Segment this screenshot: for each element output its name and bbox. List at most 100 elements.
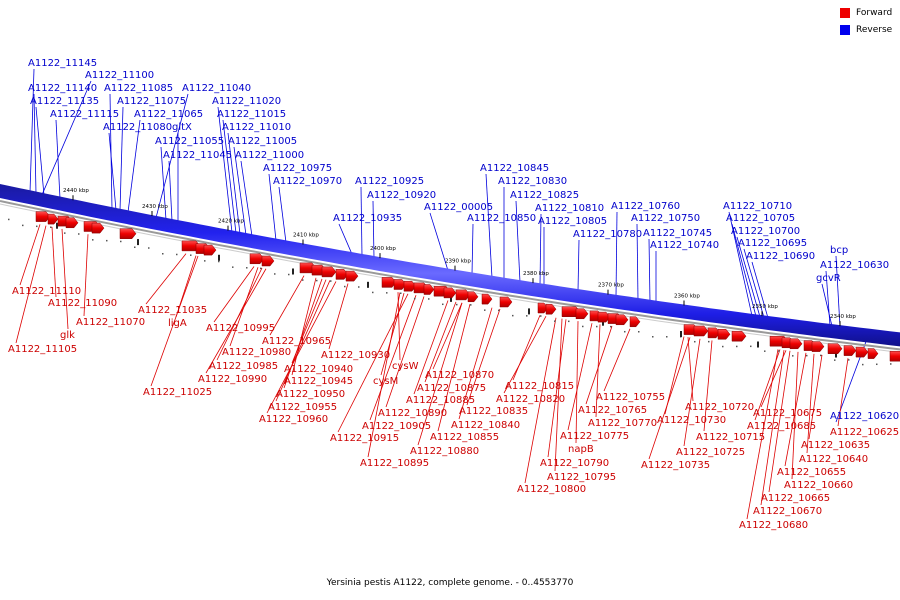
reverse-gene-label[interactable]: A1122_10975 — [263, 163, 332, 174]
forward-gene-feature[interactable] — [499, 296, 513, 308]
reverse-gene-label[interactable]: A1122_10620 — [830, 411, 899, 422]
forward-gene-feature[interactable] — [889, 350, 900, 362]
forward-gene-label[interactable]: A1122_10980 — [222, 347, 291, 358]
forward-gene-feature[interactable] — [575, 308, 589, 320]
forward-gene-label[interactable]: A1122_10730 — [657, 415, 726, 426]
forward-gene-label[interactable]: A1122_11110 — [12, 286, 81, 297]
forward-gene-label[interactable]: A1122_11025 — [143, 387, 212, 398]
forward-gene-label[interactable]: A1122_10770 — [588, 418, 657, 429]
forward-gene-label[interactable]: A1122_10680 — [739, 520, 808, 531]
forward-gene-label[interactable]: napB — [568, 444, 594, 455]
reverse-gene-label[interactable]: A1122_10810 — [535, 203, 604, 214]
reverse-gene-label[interactable]: A1122_11015 — [217, 109, 286, 120]
forward-gene-feature[interactable] — [827, 343, 843, 354]
reverse-gene-label[interactable]: gltX — [172, 122, 192, 133]
reverse-gene-label[interactable]: A1122_11055 — [155, 136, 224, 147]
forward-gene-feature[interactable] — [867, 348, 879, 359]
reverse-gene-label[interactable]: A1122_10750 — [631, 213, 700, 224]
forward-gene-feature[interactable] — [615, 314, 629, 326]
forward-gene-label[interactable]: glk — [60, 330, 75, 341]
forward-gene-feature[interactable] — [481, 293, 493, 305]
forward-gene-feature[interactable] — [731, 330, 747, 342]
reverse-gene-label[interactable]: A1122_11075 — [117, 96, 186, 107]
reverse-gene-label[interactable]: A1122_11000 — [235, 150, 304, 161]
reverse-gene-label[interactable]: A1122_10850 — [467, 213, 536, 224]
reverse-gene-label[interactable]: A1122_10630 — [820, 260, 889, 271]
reverse-gene-label[interactable]: A1122_00005 — [424, 202, 493, 213]
forward-gene-label[interactable]: A1122_11105 — [8, 344, 77, 355]
forward-gene-label[interactable]: A1122_10625 — [830, 427, 899, 438]
forward-gene-label[interactable]: A1122_10765 — [578, 405, 647, 416]
reverse-gene-label[interactable]: A1122_10920 — [367, 190, 436, 201]
reverse-gene-label[interactable]: A1122_10935 — [333, 213, 402, 224]
forward-gene-feature[interactable] — [65, 217, 79, 229]
reverse-gene-label[interactable]: A1122_11140 — [28, 83, 97, 94]
forward-gene-label[interactable]: A1122_10755 — [596, 392, 665, 403]
forward-gene-label[interactable]: A1122_10665 — [761, 493, 830, 504]
forward-gene-label[interactable]: A1122_10990 — [198, 374, 267, 385]
forward-gene-label[interactable]: A1122_10840 — [451, 420, 520, 431]
forward-gene-label[interactable]: cysW — [392, 361, 419, 372]
forward-gene-label[interactable]: A1122_10835 — [459, 406, 528, 417]
reverse-gene-label[interactable]: A1122_10925 — [355, 176, 424, 187]
reverse-gene-label[interactable]: gcvR — [816, 273, 841, 284]
reverse-gene-label[interactable]: A1122_10780 — [573, 229, 642, 240]
forward-gene-feature[interactable] — [119, 228, 137, 239]
forward-gene-feature[interactable] — [443, 287, 457, 299]
forward-gene-feature[interactable] — [467, 291, 479, 303]
forward-gene-label[interactable]: A1122_10960 — [259, 414, 328, 425]
forward-gene-feature[interactable] — [855, 346, 869, 358]
forward-gene-label[interactable]: A1122_10930 — [321, 350, 390, 361]
forward-gene-label[interactable]: A1122_10875 — [417, 383, 486, 394]
forward-gene-feature[interactable] — [843, 345, 857, 356]
forward-gene-feature[interactable] — [345, 270, 359, 282]
forward-gene-feature[interactable] — [91, 222, 105, 234]
forward-gene-label[interactable]: A1122_10815 — [505, 381, 574, 392]
reverse-gene-label[interactable]: A1122_11080 — [103, 122, 172, 133]
reverse-gene-label[interactable]: A1122_10825 — [510, 190, 579, 201]
reverse-gene-label[interactable]: A1122_10705 — [726, 213, 795, 224]
forward-gene-label[interactable]: A1122_11035 — [138, 305, 207, 316]
forward-gene-feature[interactable] — [545, 303, 557, 315]
forward-gene-label[interactable]: A1122_10640 — [799, 454, 868, 465]
forward-gene-label[interactable]: A1122_10945 — [284, 376, 353, 387]
forward-gene-label[interactable]: A1122_10940 — [284, 364, 353, 375]
forward-gene-feature[interactable] — [789, 338, 803, 350]
forward-gene-feature[interactable] — [321, 266, 337, 278]
reverse-gene-label[interactable]: A1122_10845 — [480, 163, 549, 174]
forward-gene-label[interactable]: A1122_10670 — [753, 506, 822, 517]
reverse-gene-label[interactable]: A1122_10710 — [723, 201, 792, 212]
forward-gene-feature[interactable] — [811, 341, 825, 352]
reverse-gene-label[interactable]: A1122_11040 — [182, 83, 251, 94]
reverse-gene-label[interactable]: A1122_10695 — [738, 238, 807, 249]
forward-gene-label[interactable]: A1122_10635 — [801, 440, 870, 451]
reverse-gene-label[interactable]: A1122_10740 — [650, 240, 719, 251]
forward-gene-label[interactable]: A1122_10855 — [430, 432, 499, 443]
forward-gene-label[interactable]: A1122_10895 — [360, 458, 429, 469]
forward-gene-label[interactable]: A1122_10735 — [641, 460, 710, 471]
reverse-gene-label[interactable]: A1122_10745 — [643, 228, 712, 239]
forward-gene-label[interactable]: A1122_10795 — [547, 472, 616, 483]
reverse-gene-label[interactable]: A1122_11115 — [50, 109, 119, 120]
forward-gene-label[interactable]: A1122_10965 — [262, 336, 331, 347]
forward-gene-label[interactable]: A1122_10660 — [784, 480, 853, 491]
forward-gene-label[interactable]: A1122_10880 — [410, 446, 479, 457]
reverse-gene-label[interactable]: A1122_11065 — [134, 109, 203, 120]
reverse-gene-label[interactable]: A1122_11135 — [30, 96, 99, 107]
forward-gene-label[interactable]: A1122_10675 — [753, 408, 822, 419]
forward-gene-label[interactable]: A1122_10995 — [206, 323, 275, 334]
reverse-gene-label[interactable]: A1122_11010 — [222, 122, 291, 133]
forward-gene-label[interactable]: ligA — [168, 318, 187, 329]
reverse-gene-label[interactable]: A1122_11005 — [228, 136, 297, 147]
reverse-gene-label[interactable]: A1122_10760 — [611, 201, 680, 212]
reverse-gene-label[interactable]: A1122_11085 — [104, 83, 173, 94]
forward-gene-label[interactable]: A1122_10905 — [362, 421, 431, 432]
forward-gene-feature[interactable] — [47, 213, 59, 225]
forward-gene-feature[interactable] — [693, 325, 709, 337]
forward-gene-feature[interactable] — [261, 255, 275, 267]
forward-gene-label[interactable]: A1122_10800 — [517, 484, 586, 495]
forward-gene-label[interactable]: A1122_10725 — [676, 447, 745, 458]
reverse-gene-label[interactable]: A1122_11100 — [85, 70, 154, 81]
forward-gene-label[interactable]: A1122_10720 — [685, 402, 754, 413]
reverse-gene-label[interactable]: bcp — [830, 245, 848, 256]
